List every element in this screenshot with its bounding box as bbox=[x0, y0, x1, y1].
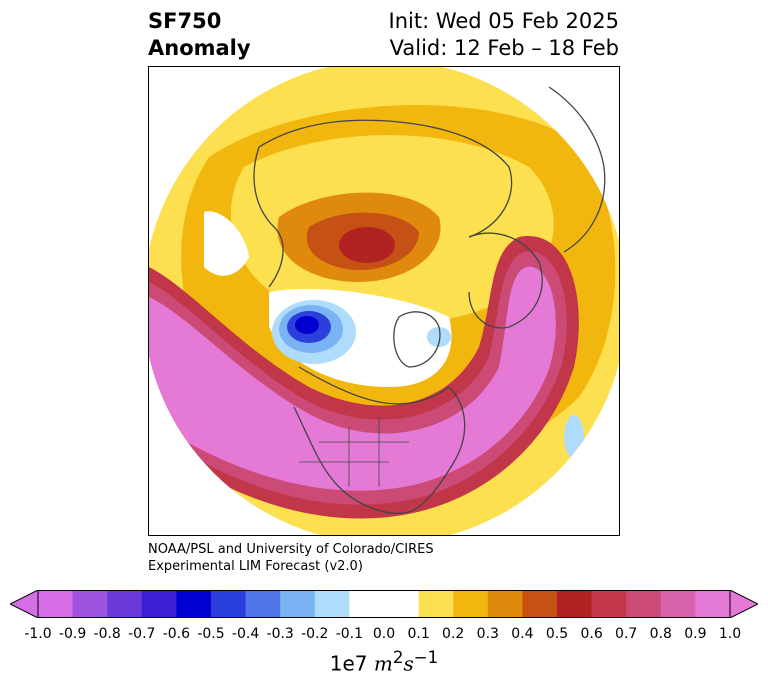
colorbar-segment bbox=[626, 590, 662, 618]
colorbar-graphic bbox=[10, 590, 758, 618]
coast-west-na bbox=[293, 406, 410, 514]
coast-greenland bbox=[393, 311, 441, 368]
colorbar-tick-label: -1.0 bbox=[24, 626, 52, 642]
colorbar-segment bbox=[522, 590, 558, 618]
colorbar-extend-low bbox=[10, 590, 39, 618]
colorbar-segment bbox=[211, 590, 247, 618]
colorbar-tick-label: -0.5 bbox=[197, 626, 225, 642]
colorbar-tick-label: -0.6 bbox=[162, 626, 191, 642]
coast-north-asia bbox=[258, 119, 513, 238]
coast-arctic-canada bbox=[298, 366, 450, 405]
colorbar-segment bbox=[418, 590, 454, 618]
colorbar-segment bbox=[176, 590, 212, 618]
colorbar-tick-label: 0.6 bbox=[580, 626, 603, 642]
field-neg-small bbox=[427, 327, 451, 347]
colorbar-segment bbox=[280, 590, 316, 618]
coast-east-asia bbox=[253, 146, 284, 288]
colorbar-ticks: -1.0 -0.9 -0.8 -0.7 -0.6 -0.5 -0.4 -0.3 -0.2 -0.1… bbox=[0, 626, 768, 646]
colorbar-tick-label: -0.8 bbox=[93, 626, 121, 642]
colorbar-segment bbox=[660, 590, 696, 618]
colorbar-tick-label: -0.2 bbox=[301, 626, 329, 642]
colorbar-tick-label: 0.8 bbox=[649, 626, 672, 642]
colorbar-segment bbox=[314, 590, 350, 618]
field-neg-core bbox=[295, 316, 319, 334]
valid-range: Valid: 12 Feb – 18 Feb bbox=[389, 36, 619, 60]
credit-line-1: NOAA/PSL and University of Colorado/CIRE… bbox=[148, 542, 434, 557]
field-pos-band-pink bbox=[149, 266, 556, 491]
colorbar-segment bbox=[38, 590, 74, 618]
colorbar-tick-label: 0.3 bbox=[476, 626, 499, 642]
state-borders bbox=[299, 417, 409, 487]
colorbar-tick-label: 0.0 bbox=[372, 626, 396, 642]
units-m-exp: 2 bbox=[392, 648, 404, 667]
coast-asia-interior bbox=[548, 86, 606, 253]
credit-text: NOAA/PSL and University of Colorado/CIRE… bbox=[148, 541, 434, 575]
colorbar-tick-label: 0.1 bbox=[407, 626, 430, 642]
colorbar-segment bbox=[245, 590, 281, 618]
colorbar-segment bbox=[591, 590, 627, 618]
colorbar-segment bbox=[453, 590, 489, 618]
colorbar-tick-label: 0.5 bbox=[545, 626, 569, 642]
credit-line-2: Experimental LIM Forecast (v2.0) bbox=[148, 559, 363, 574]
anomaly-map bbox=[149, 67, 619, 535]
init-date: Init: Wed 05 Feb 2025 bbox=[388, 9, 619, 33]
colorbar-segment bbox=[487, 590, 523, 618]
coastlines bbox=[253, 86, 606, 514]
colorbar-units: 1e7 m2s−1 bbox=[0, 648, 768, 676]
colorbar-segment bbox=[557, 590, 593, 618]
colorbar-tick-label: 0.7 bbox=[615, 626, 638, 642]
colorbar-segment bbox=[107, 590, 143, 618]
colorbar-tick-label: 0.9 bbox=[684, 626, 707, 642]
variable-name: SF750 bbox=[148, 9, 222, 33]
units-prefix: 1e7 bbox=[329, 651, 368, 676]
colorbar-tick-label: -0.7 bbox=[128, 626, 156, 642]
map-field bbox=[149, 67, 619, 535]
units-s: s bbox=[403, 651, 414, 676]
units-s-exp: −1 bbox=[413, 648, 439, 667]
coast-europe bbox=[468, 232, 543, 329]
units-m: m bbox=[373, 651, 393, 676]
colorbar-tick-label: -0.3 bbox=[266, 626, 294, 642]
colorbar-tick-label: -0.1 bbox=[335, 626, 364, 642]
colorbar-extend-high bbox=[729, 590, 758, 618]
colorbar-tick-label: -0.4 bbox=[231, 626, 260, 642]
field-zero-west bbox=[204, 211, 249, 276]
map-panel bbox=[148, 66, 620, 536]
field-kind: Anomaly bbox=[148, 36, 251, 60]
colorbar bbox=[10, 590, 758, 618]
colorbar-tick-label: -0.9 bbox=[58, 626, 87, 642]
colorbar-tick-label: 1.0 bbox=[718, 626, 742, 642]
plot-title-left: SF750 Anomaly bbox=[148, 8, 251, 62]
field-siberia-core bbox=[339, 227, 395, 263]
colorbar-segment bbox=[695, 590, 731, 618]
colorbar-segment bbox=[72, 590, 108, 618]
colorbar-segment bbox=[141, 590, 177, 618]
colorbar-tick-label: 0.2 bbox=[442, 626, 465, 642]
colorbar-tick-label: 0.4 bbox=[511, 626, 534, 642]
coast-east-na bbox=[408, 386, 466, 513]
colorbar-segment bbox=[384, 590, 420, 618]
colorbar-segment bbox=[349, 590, 385, 618]
colorbar-frame bbox=[37, 590, 731, 618]
field-neg-atlantic bbox=[564, 415, 584, 459]
plot-title-right: Init: Wed 05 Feb 2025 Valid: 12 Feb – 18… bbox=[389, 8, 619, 62]
